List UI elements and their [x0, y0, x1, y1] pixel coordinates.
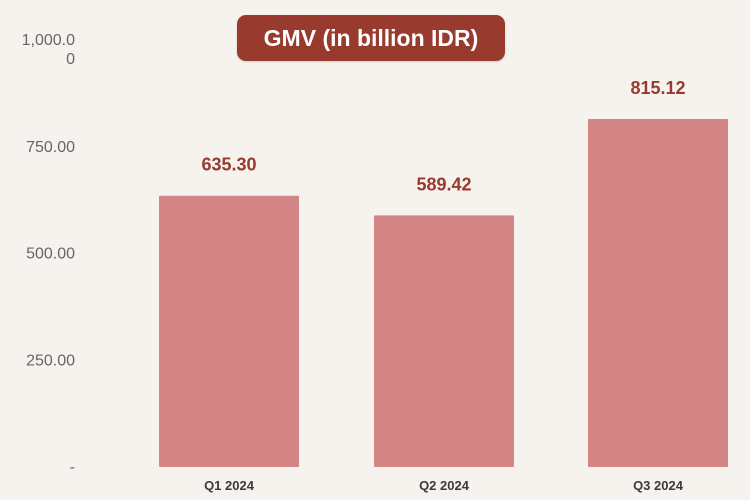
- bar: [374, 215, 514, 467]
- y-tick-label-line: 0: [66, 51, 75, 68]
- bars: [159, 118, 728, 468]
- x-axis-labels: Q1 2024 Q2 2024 Q3 2024: [204, 478, 684, 493]
- bar-value-label: 815.12: [630, 78, 685, 98]
- bar-value-label: 635.30: [201, 155, 256, 175]
- y-tick-label: -: [70, 459, 75, 476]
- bar: [159, 195, 299, 467]
- y-axis-ticks: 1,000.0 0 750.00 500.00 250.00 -: [22, 32, 75, 476]
- bar-value-labels: 635.30 589.42 815.12: [201, 78, 685, 194]
- y-tick-label: 750.00: [26, 139, 75, 156]
- x-tick-label: Q3 2024: [633, 478, 684, 493]
- x-tick-label: Q1 2024: [204, 478, 255, 493]
- chart-title: GMV (in billion IDR): [237, 15, 505, 61]
- y-tick-label: 1,000.0 0: [22, 32, 75, 68]
- x-tick-label: Q2 2024: [419, 478, 470, 493]
- y-tick-label: 250.00: [26, 352, 75, 369]
- y-tick-label-line: 1,000.0: [22, 32, 75, 49]
- y-tick-label: 500.00: [26, 246, 75, 263]
- bar: [588, 118, 728, 468]
- bar-value-label: 589.42: [416, 174, 471, 194]
